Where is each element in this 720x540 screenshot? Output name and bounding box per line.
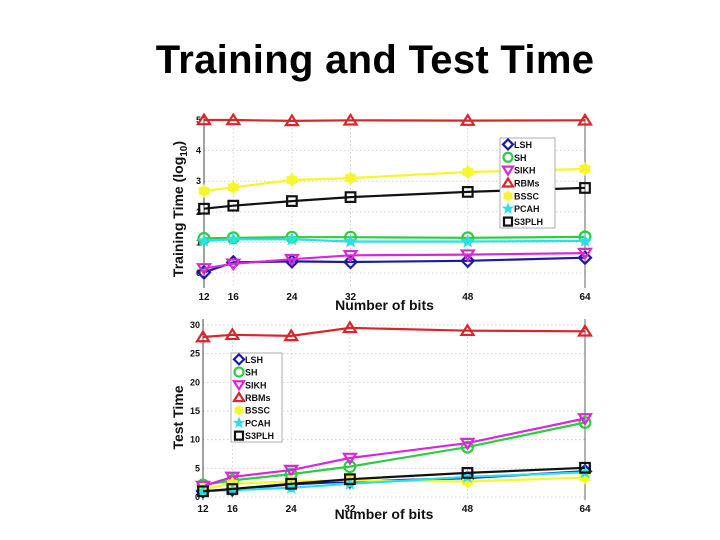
- legend-label: SIKH: [245, 380, 267, 390]
- legend-label: PCAH: [514, 204, 540, 214]
- legend-marker-hexagram-icon: [234, 404, 244, 416]
- y-axis-label: Test Time: [170, 385, 186, 449]
- legend-label: LSH: [245, 355, 263, 365]
- x-axis-label: Number of bits: [335, 297, 434, 313]
- y-tick-label: 5: [195, 463, 200, 473]
- series-s3plh: [198, 182, 591, 215]
- y-tick-label: 1: [196, 237, 201, 247]
- legend-label: PCAH: [245, 418, 271, 428]
- series-rbms: [195, 320, 593, 343]
- legend-label: RBMs: [514, 179, 540, 189]
- legend-label: SH: [514, 153, 527, 163]
- y-tick-label: 20: [190, 377, 200, 387]
- x-tick-label: 48: [462, 504, 474, 515]
- x-tick-label: 64: [579, 504, 591, 515]
- legend-marker-triangle-down-icon: [232, 380, 246, 392]
- x-tick-label: 24: [286, 292, 298, 303]
- series-rbms: [196, 112, 593, 127]
- legend-marker-diamond-icon: [232, 352, 246, 366]
- y-tick-label: 3: [196, 176, 201, 186]
- x-tick-label: 32: [345, 292, 357, 303]
- x-tick-label: 16: [227, 504, 239, 515]
- series-s3plh: [197, 461, 591, 498]
- x-tick-label: 32: [344, 504, 356, 515]
- legend-label: SIKH: [514, 166, 536, 176]
- y-tick-label: 25: [190, 349, 200, 359]
- y-tick-label: 5: [196, 115, 201, 125]
- x-tick-label: 16: [228, 292, 240, 303]
- legend-marker-triangle-down-icon: [501, 165, 515, 177]
- legend-marker-star-icon: [232, 416, 246, 429]
- legend-marker-star-icon: [501, 202, 515, 214]
- legend: LSH SH SIKH RBMs BSSC PCAH S3PLH: [499, 137, 556, 229]
- legend-label: BSSC: [245, 406, 271, 416]
- legend-label: S3PLH: [245, 431, 274, 441]
- series-pcah: [196, 231, 593, 248]
- x-tick-label: 12: [197, 504, 209, 515]
- legend: LSH SH SIKH RBMs BSSC PCAH S3PLH: [230, 352, 283, 443]
- series-sikh: [195, 413, 593, 494]
- legend-marker-square-icon: [233, 430, 245, 441]
- legend-label: BSSC: [514, 191, 540, 201]
- legend-label: RBMs: [245, 393, 271, 403]
- x-tick-label: 64: [579, 292, 591, 303]
- legend-marker-circle-icon: [233, 366, 245, 378]
- legend-marker-triangle-up-icon: [501, 176, 515, 188]
- y-tick-label: 15: [190, 406, 200, 416]
- series-bssc: [198, 162, 591, 198]
- legend-marker-triangle-up-icon: [232, 390, 246, 403]
- legend-label: LSH: [514, 140, 532, 150]
- y-tick-label: 4: [196, 146, 201, 156]
- x-tick-label: 12: [198, 292, 210, 303]
- legend-marker-hexagram-icon: [503, 190, 513, 202]
- x-tick-label: 24: [286, 504, 298, 515]
- legend-label: SH: [245, 368, 258, 378]
- legend-label: S3PLH: [514, 217, 543, 227]
- legend-marker-diamond-icon: [501, 137, 515, 151]
- y-axis-label: Training Time (log10): [170, 141, 190, 277]
- slide-title: Training and Test Time: [155, 38, 595, 82]
- legend-marker-circle-icon: [502, 151, 514, 163]
- y-tick-label: 10: [190, 435, 200, 445]
- x-tick-label: 48: [462, 292, 474, 303]
- legend-marker-square-icon: [502, 216, 514, 227]
- series-sikh: [196, 247, 593, 276]
- y-tick-label: 30: [190, 320, 200, 330]
- x-axis-label: Number of bits: [335, 506, 434, 522]
